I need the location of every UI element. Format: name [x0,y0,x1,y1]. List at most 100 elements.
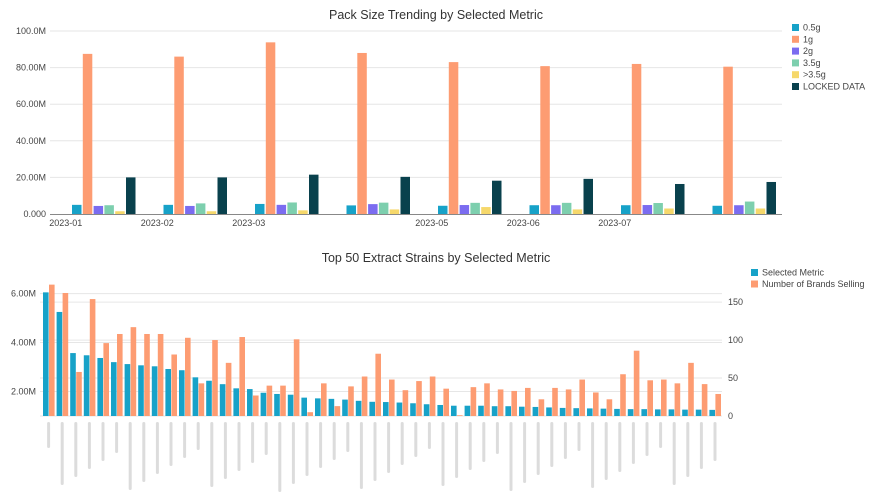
bar-brands-selling[interactable] [266,385,273,416]
bar-selected-metric[interactable] [233,388,239,416]
bar-lockeddata[interactable] [126,177,136,214]
bar-selected-metric[interactable] [287,394,294,416]
bar-selected-metric[interactable] [383,402,389,416]
bar-lockeddata[interactable] [309,174,319,214]
bar-selected-metric[interactable] [70,353,76,416]
bar-brands-selling[interactable] [321,383,327,416]
bar-35g[interactable] [298,210,308,214]
legend-label[interactable]: 0.5g [803,23,821,33]
bar-brands-selling[interactable] [307,412,313,416]
bar-selected-metric[interactable] [192,377,199,416]
legend-label[interactable]: LOCKED DATA [803,82,865,92]
bar-35g[interactable] [115,211,125,214]
bar-05g[interactable] [712,205,723,214]
legend-label[interactable]: 1g [803,34,813,44]
bar-selected-metric[interactable] [559,407,566,416]
bar-brands-selling[interactable] [429,376,436,416]
bar-35g[interactable] [653,203,663,214]
bar-35g[interactable] [287,202,297,214]
bar-selected-metric[interactable] [138,365,144,416]
bar-selected-metric[interactable] [369,401,375,416]
bar-1g[interactable] [448,62,459,214]
bar-2g[interactable] [276,204,287,214]
bar-selected-metric[interactable] [655,409,661,416]
bar-selected-metric[interactable] [396,402,403,416]
bar-selected-metric[interactable] [519,406,525,416]
bar-brands-selling[interactable] [416,381,422,416]
bar-brands-selling[interactable] [49,284,55,416]
bar-brands-selling[interactable] [457,415,463,416]
bar-brands-selling[interactable] [511,390,517,416]
bar-lockeddata[interactable] [400,176,411,214]
bar-lockeddata[interactable] [583,178,594,214]
bar-selected-metric[interactable] [464,405,471,416]
bar-selected-metric[interactable] [219,384,226,416]
legend-label[interactable]: Number of Brands Selling [762,279,865,289]
bar-brands-selling[interactable] [647,380,653,416]
bar-1g[interactable] [631,63,642,214]
bar-2g[interactable] [734,205,744,214]
bar-selected-metric[interactable] [206,380,212,416]
bar-selected-metric[interactable] [97,357,103,416]
bar-brands-selling[interactable] [117,333,123,416]
bar-selected-metric[interactable] [124,364,131,416]
bar-brands-selling[interactable] [76,371,82,416]
bar-brands-selling[interactable] [253,395,259,416]
bar-brands-selling[interactable] [62,292,69,416]
bar-brands-selling[interactable] [280,385,286,416]
bar-05g[interactable] [438,205,448,214]
bar-brands-selling[interactable] [606,399,613,416]
bar-selected-metric[interactable] [315,398,321,416]
bar-brands-selling[interactable] [89,299,96,416]
bar-brands-selling[interactable] [497,389,504,416]
bar-selected-metric[interactable] [709,409,715,416]
bar-35g[interactable] [481,207,491,214]
bar-selected-metric[interactable] [301,397,307,416]
bar-35g[interactable] [389,209,400,214]
legend-label[interactable]: 3.5g [803,58,821,68]
bar-brands-selling[interactable] [198,383,205,416]
bar-35g[interactable] [104,205,114,214]
bar-selected-metric[interactable] [505,406,511,416]
bar-1g[interactable] [540,66,550,214]
bar-selected-metric[interactable] [451,405,457,416]
bar-selected-metric[interactable] [614,408,620,416]
bar-35g[interactable] [206,211,217,214]
bar-35g[interactable] [755,208,766,214]
bar-selected-metric[interactable] [328,398,335,416]
bar-selected-metric[interactable] [56,311,63,416]
bar-brands-selling[interactable] [565,389,572,416]
bar-selected-metric[interactable] [410,403,416,416]
bar-brands-selling[interactable] [348,386,354,416]
bar-selected-metric[interactable] [532,406,539,416]
bar-lockeddata[interactable] [675,183,685,214]
legend-swatch[interactable] [792,83,799,90]
bar-brands-selling[interactable] [443,388,449,416]
legend-swatch[interactable] [751,269,758,276]
bar-selected-metric[interactable] [151,366,158,416]
bar-1g[interactable] [723,66,733,214]
legend-swatch[interactable] [792,24,799,31]
bar-1g[interactable] [357,52,367,215]
bar-brands-selling[interactable] [715,393,721,416]
bar-selected-metric[interactable] [573,408,579,416]
bar-brands-selling[interactable] [633,350,640,416]
bar-brands-selling[interactable] [402,390,409,416]
bar-lockeddata[interactable] [492,180,502,214]
bar-brands-selling[interactable] [103,343,109,416]
bar-brands-selling[interactable] [361,376,368,416]
bar-2g[interactable] [93,205,104,214]
legend-label[interactable]: 2g [803,46,813,56]
bar-brands-selling[interactable] [701,384,708,416]
bar-brands-selling[interactable] [185,337,191,416]
legend-label[interactable]: >3.5g [803,70,826,80]
bar-35g[interactable] [572,209,583,214]
bar-2g[interactable] [642,205,653,214]
bar-selected-metric[interactable] [695,409,702,416]
bar-35g[interactable] [470,202,480,214]
bar-selected-metric[interactable] [342,399,348,416]
bar-2g[interactable] [368,204,378,214]
bar-05g[interactable] [621,205,631,214]
bar-35g[interactable] [664,208,674,214]
bar-brands-selling[interactable] [620,374,626,416]
